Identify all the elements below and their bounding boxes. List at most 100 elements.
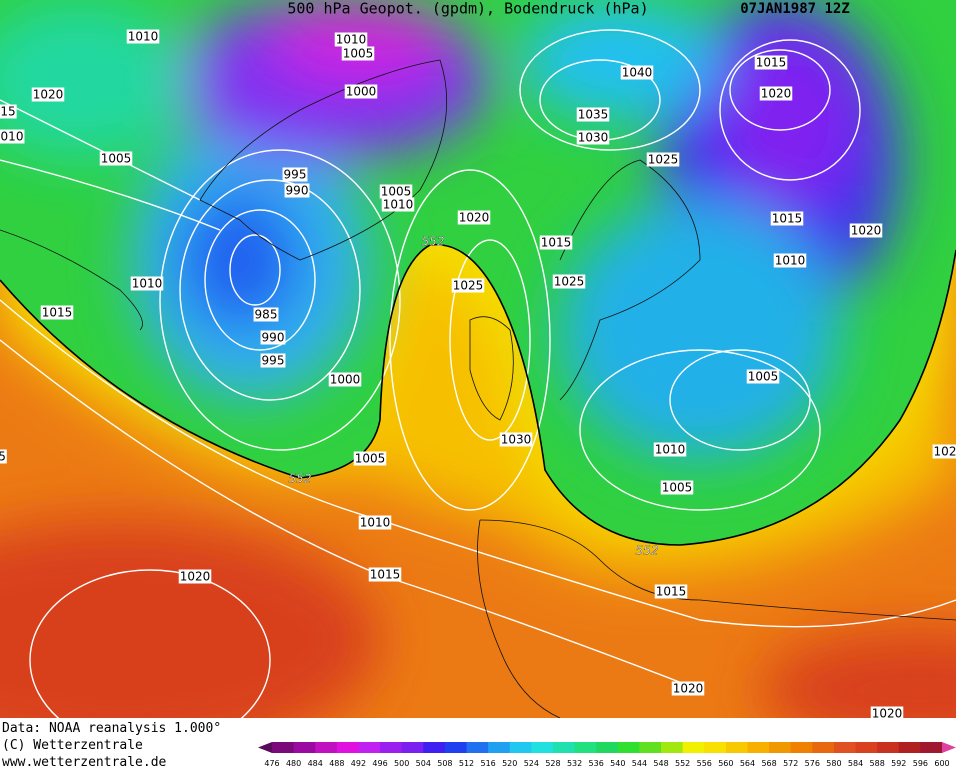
- isobar-label: 1010: [336, 33, 367, 47]
- colorbar-tick-label: 572: [783, 759, 798, 768]
- isobar-label-bg: [341, 46, 375, 61]
- isobar-label-bg: [284, 183, 310, 198]
- colorbar-swatch: [898, 742, 921, 753]
- isobar-label: 1000: [330, 373, 361, 387]
- isobar-label-bg: [31, 87, 65, 102]
- footer-line: www.wetterzentrale.de: [2, 755, 167, 768]
- isobar-label: 985: [255, 308, 278, 322]
- colorbar-tick-label: 564: [740, 759, 755, 768]
- colorbar-tick-label: 532: [567, 759, 582, 768]
- isobar-label-bg: [457, 210, 491, 225]
- isobar-label: 1010: [132, 277, 163, 291]
- isobar-label: 1015: [756, 56, 787, 70]
- isobar-label-bg: [0, 129, 25, 144]
- isobar-label-bg: [260, 353, 286, 368]
- colorbar-swatch: [833, 742, 857, 753]
- colorbar-tick-label: 576: [805, 759, 820, 768]
- isobar-label-bg: [253, 307, 279, 322]
- colorbar-swatch: [855, 742, 878, 753]
- isobar-label: 1020: [459, 211, 490, 225]
- isobar-label-bg: [552, 274, 586, 289]
- isobar-label-bg: [178, 569, 212, 584]
- colorbar-swatch: [639, 742, 662, 753]
- colorbar-tick-label: 512: [459, 759, 474, 768]
- geopotential-label: 552: [422, 235, 445, 249]
- geopotential-label: 552: [289, 472, 312, 486]
- colorbar-swatch: [617, 742, 640, 753]
- isobar-label: 1020: [673, 682, 704, 696]
- colorbar-swatch: [596, 742, 619, 753]
- colorbar-tick-label: 480: [286, 759, 301, 768]
- colorbar-tick-label: 484: [308, 759, 323, 768]
- isobar-label-bg: [660, 480, 694, 495]
- isobar-label: 990: [262, 331, 285, 345]
- isobar-label-bg: [328, 372, 362, 387]
- colorbar-tick-label: 548: [653, 759, 668, 768]
- isobar-label-bg: [344, 84, 378, 99]
- colorbar-swatch: [336, 742, 359, 753]
- isobar-label: 102: [934, 445, 956, 459]
- isobar-label-bg: [746, 369, 780, 384]
- isobar-label: 1005: [343, 47, 374, 61]
- isobar-label-bg: [282, 167, 308, 182]
- isobar-label-bg: [754, 55, 788, 70]
- map-date: 07JAN1987 12Z: [740, 1, 850, 17]
- isobar-label: 5: [0, 450, 6, 464]
- isobar-label-bg: [0, 449, 7, 464]
- isobar-label: 990: [286, 184, 309, 198]
- isobar-label: 1005: [748, 370, 779, 384]
- isobar-label: 1005: [101, 152, 132, 166]
- colorbar-swatch: [747, 742, 770, 753]
- colorbar-swatch: [769, 742, 792, 753]
- isobar-label-bg: [539, 235, 573, 250]
- isobar-label: 1020: [851, 224, 882, 238]
- colorbar-swatch: [272, 742, 295, 753]
- colorbar-tick-label: 492: [351, 759, 366, 768]
- isobar-label: 1010: [128, 30, 159, 44]
- isobar-label-bg: [576, 130, 610, 145]
- colorbar-swatch: [531, 742, 554, 753]
- colorbar-swatch: [574, 742, 597, 753]
- footer-line: Data: NOAA reanalysis 1.000°: [2, 721, 221, 736]
- footer-line: (C) Wetterzentrale: [2, 738, 143, 753]
- colorbar-swatch: [812, 742, 835, 753]
- colorbar-swatch: [790, 742, 813, 753]
- isobars: [0, 29, 956, 718]
- colorbar-tick-label: 520: [502, 759, 517, 768]
- isobar-label: 1005: [662, 481, 693, 495]
- colorbar-arrow: [942, 742, 956, 753]
- isobar-label-bg: [773, 253, 807, 268]
- colorbar-swatch: [552, 742, 576, 753]
- isobar-label-bg: [770, 211, 804, 226]
- isobar-label: 1010: [360, 516, 391, 530]
- colorbar-swatch: [682, 742, 705, 753]
- colorbar-tick-label: 516: [480, 759, 495, 768]
- colorbar-swatch: [293, 742, 316, 753]
- colorbar-tick-label: 500: [394, 759, 409, 768]
- isobar-label: 1015: [370, 568, 401, 582]
- isobar-label-bg: [451, 278, 485, 293]
- colorbar-tick-label: 524: [524, 759, 539, 768]
- isobar-label-bg: [99, 151, 133, 166]
- isobar-label-bg: [576, 107, 610, 122]
- isobar-label: 995: [284, 168, 307, 182]
- colorbar-tick-label: 504: [416, 759, 431, 768]
- isobar-label-bg: [379, 184, 413, 199]
- isobar-label-bg: [870, 706, 904, 721]
- colorbar-tick-label: 568: [761, 759, 776, 768]
- colorbar-arrow: [258, 742, 272, 753]
- colorbar-swatch: [401, 742, 424, 753]
- colorbar-swatch: [380, 742, 403, 753]
- isobar-label: 1035: [578, 108, 609, 122]
- isobar-label-bg: [653, 442, 687, 457]
- colorbar-tick-label: 552: [675, 759, 690, 768]
- isobar-label-bg: [381, 197, 415, 212]
- map-title: 500 hPa Geopot. (gpdm), Bodendruck (hPa): [287, 0, 648, 18]
- colorbar-tick-label: 508: [437, 759, 452, 768]
- isobar-label: 995: [262, 354, 285, 368]
- geopotential-label: 552: [636, 544, 659, 558]
- colorbar-swatch: [358, 742, 381, 753]
- isobar-label-bg: [499, 432, 533, 447]
